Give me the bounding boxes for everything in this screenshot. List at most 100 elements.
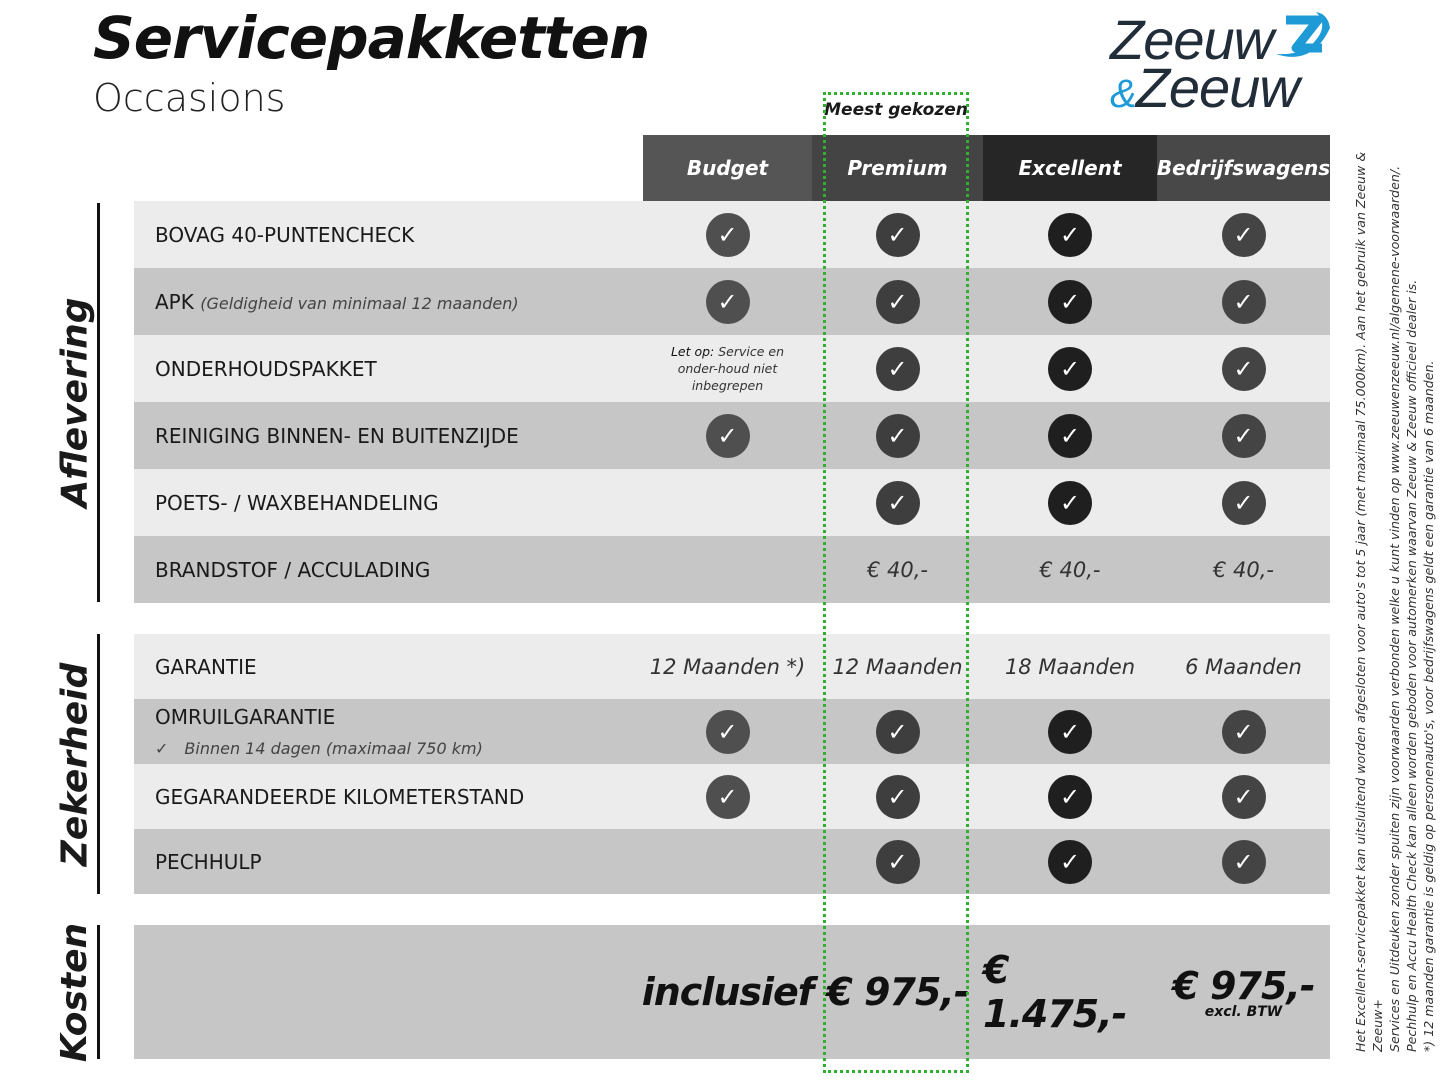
cell-included: ✓ [1157, 268, 1330, 335]
section-divider [97, 925, 100, 1059]
price-note: excl. BTW [1204, 1004, 1283, 1020]
note-bold: Let op: [670, 344, 715, 359]
cell-included: ✓ [812, 699, 983, 764]
table-row: PECHHULP ✓ ✓ ✓ [134, 829, 1330, 894]
row-label: APK [155, 289, 194, 314]
cell-included: ✓ [1157, 699, 1330, 764]
table-row: BRANDSTOF / ACCULADING € 40,- € 40,- € 40,- [134, 536, 1330, 603]
check-icon: ✓ [1221, 346, 1266, 391]
check-icon: ✓ [875, 279, 920, 324]
cell-empty [643, 536, 812, 603]
check-icon: ✓ [705, 279, 750, 324]
check-icon: ✓ [1221, 839, 1266, 884]
row-label: OMRUILGARANTIE [155, 705, 336, 729]
price-cell: inclusief [641, 925, 815, 1059]
column-header-premium: Premium [812, 135, 983, 201]
row-label: PECHHULP [155, 849, 262, 874]
cell-value: 12 Maanden [832, 654, 963, 679]
footnote: Pechhulp en Accu Health Check kan alleen… [1404, 279, 1419, 1052]
footnote: *) 12 maanden garantie is geldig op pers… [1421, 360, 1436, 1052]
cell-included: ✓ [812, 268, 983, 335]
price-cell: € 975,- excl. BTW [1157, 925, 1330, 1059]
check-icon: ✓ [875, 709, 920, 754]
check-icon: ✓ [705, 774, 750, 819]
cell-included: ✓ [1157, 469, 1330, 536]
cell-included: ✓ [1157, 829, 1330, 894]
table-row: ONDERHOUDSPAKKET Let op: Service en onder… [134, 335, 1330, 402]
check-icon: ✓ [1221, 480, 1266, 525]
check-icon: ✓ [1048, 774, 1092, 819]
table-row: GARANTIE 12 Maanden *) 12 Maanden 18 Maande… [134, 634, 1330, 699]
page-subtitle: Occasions [93, 76, 286, 120]
footnote: Services en Uitdeuken zonder spuiten zij… [1387, 165, 1402, 1052]
cell-included: ✓ [643, 268, 812, 335]
check-icon: ✓ [875, 413, 920, 458]
cell-included: ✓ [983, 268, 1157, 335]
cell-included: ✓ [812, 764, 983, 829]
cell-included: ✓ [983, 402, 1157, 469]
cell-included: ✓ [1157, 402, 1330, 469]
cell-included: ✓ [983, 829, 1157, 894]
check-icon: ✓ [1221, 709, 1266, 754]
check-icon: ✓ [875, 346, 920, 391]
cell-included: ✓ [983, 469, 1157, 536]
check-icon: ✓ [1048, 480, 1092, 525]
cell-note: Let op: Service en onder-houd niet inbeg… [643, 335, 812, 402]
price-cell: € 1.475,- [983, 925, 1157, 1059]
check-icon: ✓ [875, 480, 920, 525]
row-label: ONDERHOUDSPAKKET [155, 356, 377, 381]
table-row: POETS- / WAXBEHANDELING ✓ ✓ ✓ [134, 469, 1330, 536]
check-icon: ✓ [1048, 212, 1092, 257]
column-header-excellent: Excellent [983, 135, 1157, 201]
check-icon: ✓ [875, 839, 920, 884]
row-label: POETS- / WAXBEHANDELING [155, 490, 439, 515]
cell-included: ✓ [643, 699, 812, 764]
cell-value: € 40,- [866, 557, 928, 582]
costs-row: inclusief € 975,- € 1.475,- € 975,- excl. BT… [134, 925, 1330, 1059]
row-label: GARANTIE [155, 654, 257, 679]
price-value: € 1.475,- [983, 948, 1127, 1036]
row-label: BOVAG 40-PUNTENCHECK [155, 222, 415, 247]
price-value: inclusief [641, 970, 815, 1014]
footnote: Het Excellent-servicepakket kan uitsluit… [1353, 151, 1385, 1052]
cell-empty [643, 829, 812, 894]
row-label: BRANDSTOF / ACCULADING [155, 557, 431, 582]
price-value: € 975,- [1172, 964, 1315, 1008]
column-header-bedrijfswagens: Bedrijfswagens [1157, 135, 1330, 201]
table-row: OMRUILGARANTIE ✓ Binnen 14 dagen (maximaal… [134, 699, 1330, 764]
zeeuw-logo: Zeeuw &Zeeuw [1110, 8, 1335, 116]
table-row: APK (Geldigheid van minimaal 12 maanden)… [134, 268, 1330, 335]
cell-included: ✓ [812, 201, 983, 268]
price-value: € 975,- [826, 970, 969, 1014]
row-label: GEGARANDEERDE KILOMETERSTAND [155, 784, 525, 809]
check-icon: ✓ [875, 774, 920, 819]
cell-included: ✓ [812, 829, 983, 894]
price-cell: € 975,- [812, 925, 983, 1059]
section-divider [97, 634, 100, 894]
cell-value: € 40,- [1212, 557, 1274, 582]
check-icon: ✓ [1221, 774, 1266, 819]
check-icon: ✓ [1221, 413, 1266, 458]
footnotes: Het Excellent-servicepakket kan uitsluit… [1352, 140, 1437, 1052]
check-icon: ✓ [1221, 279, 1266, 324]
cell-value: 12 Maanden *) [649, 654, 806, 679]
most-chosen-label: Meest gekozen [824, 100, 968, 120]
table-row: BOVAG 40-PUNTENCHECK ✓ ✓ ✓ ✓ [134, 201, 1330, 268]
check-icon: ✓ [1048, 279, 1092, 324]
cell-value: 6 Maanden [1185, 654, 1302, 679]
cell-included: ✓ [983, 335, 1157, 402]
cell-included: ✓ [983, 764, 1157, 829]
check-icon: ✓ [1048, 413, 1092, 458]
cell-empty [643, 469, 812, 536]
cell-value: 18 Maanden [1004, 654, 1136, 679]
section-label-aflevering: Aflevering [54, 297, 96, 508]
cell-included: ✓ [812, 469, 983, 536]
row-label: REINIGING BINNEN- EN BUITENZIJDE [155, 423, 519, 448]
row-sublabel: Binnen 14 dagen (maximaal 750 km) [184, 739, 483, 758]
cell-included: ✓ [643, 201, 812, 268]
check-icon: ✓ [705, 709, 750, 754]
check-icon: ✓ [1048, 709, 1092, 754]
cell-included: ✓ [983, 201, 1157, 268]
check-icon: ✓ [1221, 212, 1266, 257]
section-divider [97, 203, 100, 602]
